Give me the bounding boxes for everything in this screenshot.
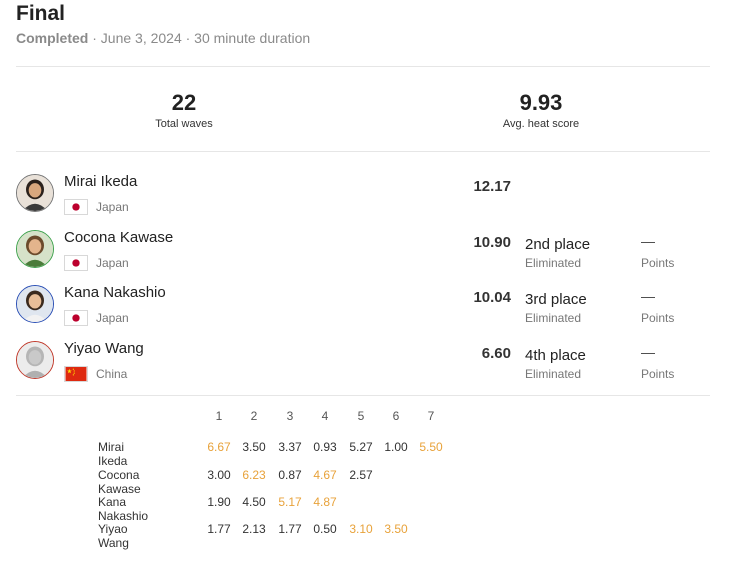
avg-score-value: 9.93: [519, 90, 563, 115]
japan-flag: [64, 310, 88, 326]
surfer-row[interactable]: Kana Nakashio Japan 10.04 3rd place Eliminat…: [16, 284, 710, 330]
wave-row-name: Cocona Kawase: [98, 468, 141, 496]
wave-column-header: 2: [250, 409, 258, 423]
wave-score-cell: 1.00: [384, 440, 408, 454]
surfer-name: Cocona Kawase: [64, 229, 174, 246]
wave-score-cell: 3.00: [207, 468, 231, 482]
wave-score-cell: 6.67: [207, 440, 231, 454]
wave-column-header: 3: [286, 409, 294, 423]
surfer-score: 6.60: [481, 345, 511, 362]
wave-score-cell: 1.77: [278, 522, 302, 536]
surfer-points: —: [641, 233, 655, 249]
surfer-place: 4th place: [525, 347, 586, 364]
wave-score-cell: 1.90: [207, 495, 231, 509]
surfer-points: —: [641, 288, 655, 304]
wave-score-cell: 2.13: [242, 522, 266, 536]
heat-date: · June 3, 2024 · 30 minute duration: [92, 30, 311, 46]
surfer-row[interactable]: Yiyao Wang China 6.60 4th place Eliminated — P…: [16, 340, 710, 386]
total-waves-value: 22: [171, 90, 197, 115]
wave-score-cell: 5.50: [419, 440, 443, 454]
surfer-points-label: Points: [641, 367, 675, 381]
wave-column-header: 7: [427, 409, 435, 423]
wave-row-name: Mirai Ikeda: [98, 440, 128, 468]
surfer-status: Eliminated: [525, 256, 582, 270]
avg-score-label: Avg. heat score: [502, 118, 580, 130]
total-waves-label: Total waves: [155, 118, 213, 130]
surfer-row[interactable]: Mirai Ikeda Japan 12.17: [16, 173, 710, 219]
surfer-place: 2nd place: [525, 236, 591, 253]
surfer-place: 3rd place: [525, 291, 587, 308]
stat-avg-score: 9.93 Avg. heat score: [441, 90, 641, 130]
wave-column-header: 4: [321, 409, 329, 423]
wave-score-cell: 0.93: [313, 440, 337, 454]
surfer-country: China: [96, 367, 128, 381]
surfer-name: Mirai Ikeda: [64, 173, 138, 190]
surfer-points-label: Points: [641, 256, 675, 270]
surfer-row[interactable]: Cocona Kawase Japan 10.90 2nd place Eliminat…: [16, 229, 710, 275]
surfer-name: Yiyao Wang: [64, 340, 144, 357]
surfer-avatar: [16, 174, 54, 212]
divider: [16, 395, 710, 396]
wave-score-cell: 1.77: [207, 522, 231, 536]
divider: [16, 151, 710, 152]
surfer-score: 10.04: [473, 289, 511, 306]
china-flag: [64, 366, 88, 382]
wave-score-cell: 0.50: [313, 522, 337, 536]
surfer-country: Japan: [96, 200, 129, 214]
wave-score-cell: 3.50: [242, 440, 266, 454]
wave-score-cell: 4.50: [242, 495, 266, 509]
surfer-avatar: [16, 341, 54, 379]
surfer-score: 12.17: [473, 178, 511, 195]
wave-column-header: 5: [357, 409, 365, 423]
surfer-status: Eliminated: [525, 311, 582, 325]
wave-row-name: Kana Nakashio: [98, 495, 149, 523]
heat-title: Final: [16, 2, 66, 25]
divider: [16, 66, 710, 67]
japan-flag: [64, 255, 88, 271]
surfer-avatar: [16, 285, 54, 323]
wave-score-cell: 4.87: [313, 495, 337, 509]
surfer-points-label: Points: [641, 311, 675, 325]
wave-score-cell: 3.10: [349, 522, 373, 536]
wave-score-cell: 4.67: [313, 468, 337, 482]
surfer-score: 10.90: [473, 234, 511, 251]
wave-score-cell: 6.23: [242, 468, 266, 482]
wave-column-header: 6: [392, 409, 400, 423]
stat-total-waves: 22 Total waves: [84, 90, 284, 130]
heat-subtitle: Completed · June 3, 2024 · 30 minute dur…: [16, 30, 310, 46]
heat-status: Completed: [16, 30, 89, 46]
wave-score-cell: 5.27: [349, 440, 373, 454]
surfer-avatar: [16, 230, 54, 268]
wave-score-cell: 0.87: [278, 468, 302, 482]
surfer-status: Eliminated: [525, 367, 582, 381]
surfer-points: —: [641, 344, 655, 360]
surfer-country: Japan: [96, 256, 129, 270]
wave-row-name: Yiyao Wang: [98, 522, 129, 550]
wave-score-cell: 5.17: [278, 495, 302, 509]
surfer-name: Kana Nakashio: [64, 284, 166, 301]
wave-score-cell: 3.50: [384, 522, 408, 536]
wave-score-cell: 2.57: [349, 468, 373, 482]
surfer-country: Japan: [96, 311, 129, 325]
wave-score-cell: 3.37: [278, 440, 302, 454]
japan-flag: [64, 199, 88, 215]
wave-column-header: 1: [215, 409, 223, 423]
